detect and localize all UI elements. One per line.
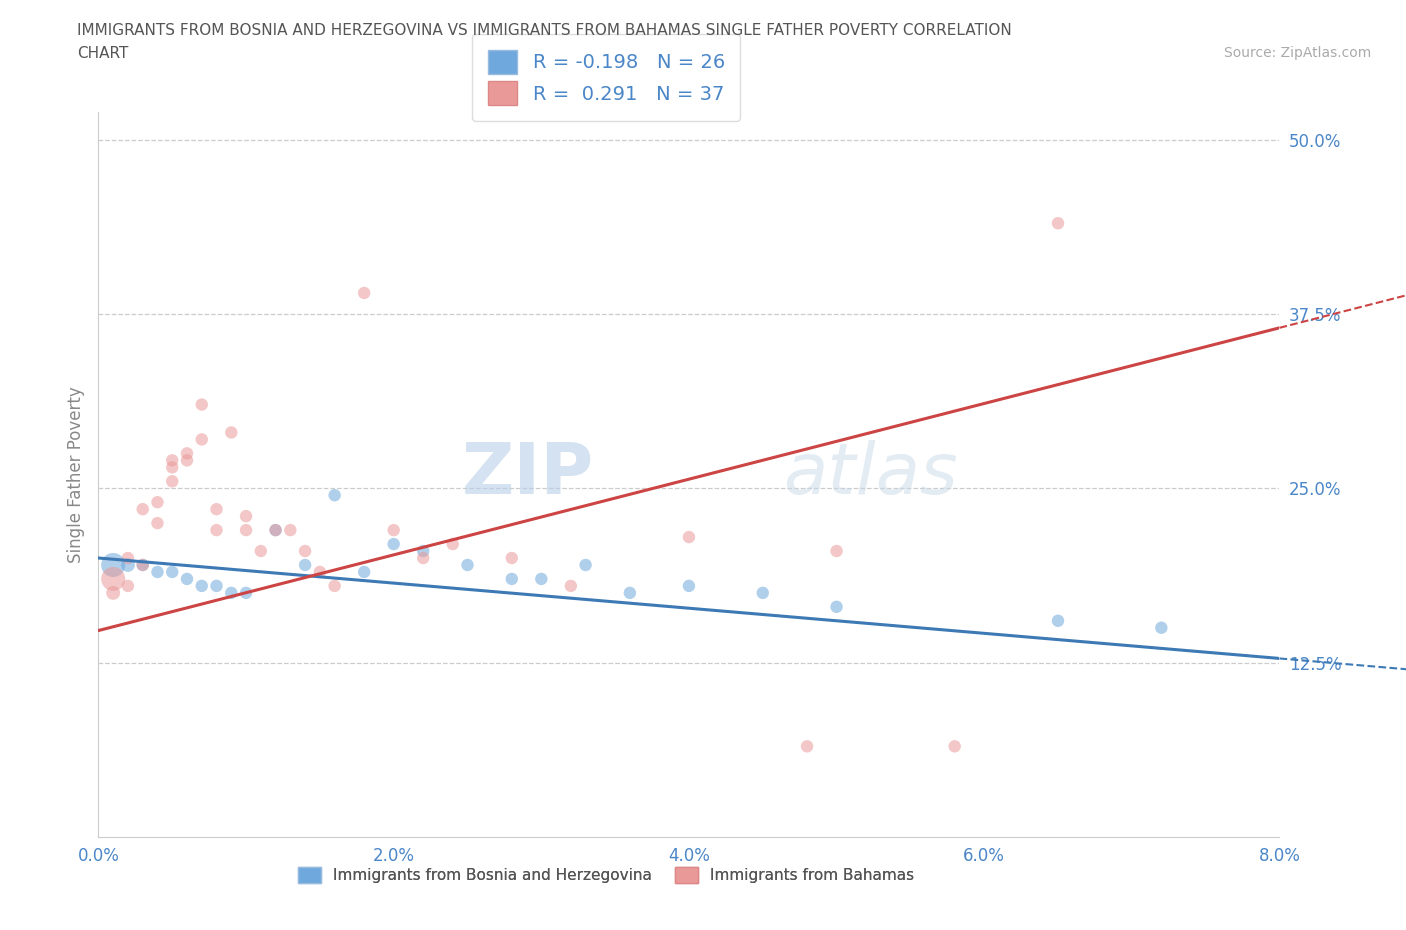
Text: Source: ZipAtlas.com: Source: ZipAtlas.com bbox=[1223, 46, 1371, 60]
Point bbox=[117, 551, 139, 565]
Point bbox=[323, 578, 346, 593]
Text: ZIP: ZIP bbox=[463, 440, 595, 509]
Point bbox=[796, 738, 818, 753]
Point bbox=[825, 544, 848, 559]
Text: atlas: atlas bbox=[783, 440, 957, 509]
Point bbox=[264, 523, 287, 538]
Point bbox=[441, 537, 464, 551]
Y-axis label: Single Father Poverty: Single Father Poverty bbox=[66, 386, 84, 563]
Point bbox=[132, 502, 155, 517]
Point bbox=[678, 530, 700, 545]
Point bbox=[457, 558, 479, 573]
Point bbox=[294, 544, 316, 559]
Point bbox=[176, 453, 198, 468]
Point bbox=[1046, 614, 1070, 629]
Point bbox=[221, 425, 243, 440]
Point bbox=[412, 551, 434, 565]
Point bbox=[294, 558, 316, 573]
Point bbox=[205, 502, 228, 517]
Point bbox=[132, 558, 155, 573]
Point bbox=[412, 544, 434, 559]
Point bbox=[132, 558, 155, 573]
Point bbox=[280, 523, 302, 538]
Point bbox=[678, 578, 700, 593]
Point bbox=[205, 523, 228, 538]
Point bbox=[191, 432, 214, 447]
Point bbox=[103, 586, 125, 601]
Point bbox=[309, 565, 332, 579]
Point bbox=[235, 523, 257, 538]
Point bbox=[146, 565, 169, 579]
Point bbox=[162, 474, 183, 489]
Point bbox=[825, 600, 848, 615]
Point bbox=[146, 495, 169, 510]
Text: IMMIGRANTS FROM BOSNIA AND HERZEGOVINA VS IMMIGRANTS FROM BAHAMAS SINGLE FATHER : IMMIGRANTS FROM BOSNIA AND HERZEGOVINA V… bbox=[77, 23, 1012, 38]
Point bbox=[264, 523, 287, 538]
Point bbox=[117, 578, 139, 593]
Point bbox=[103, 558, 125, 573]
Point bbox=[250, 544, 273, 559]
Point bbox=[501, 571, 523, 587]
Point bbox=[162, 453, 183, 468]
Point bbox=[162, 565, 183, 579]
Point bbox=[575, 558, 598, 573]
Legend: Immigrants from Bosnia and Herzegovina, Immigrants from Bahamas: Immigrants from Bosnia and Herzegovina, … bbox=[291, 859, 922, 891]
Point bbox=[146, 516, 169, 531]
Point bbox=[752, 586, 775, 601]
Point bbox=[323, 488, 346, 503]
Point bbox=[117, 558, 139, 573]
Point bbox=[191, 397, 214, 412]
Point bbox=[1046, 216, 1070, 231]
Point bbox=[501, 551, 523, 565]
Text: CHART: CHART bbox=[77, 46, 129, 61]
Point bbox=[205, 578, 228, 593]
Point bbox=[1150, 620, 1173, 635]
Point bbox=[382, 523, 405, 538]
Point bbox=[943, 738, 966, 753]
Point bbox=[235, 586, 257, 601]
Point bbox=[560, 578, 582, 593]
Point bbox=[176, 446, 198, 461]
Point bbox=[103, 571, 125, 587]
Point bbox=[353, 565, 375, 579]
Point bbox=[162, 460, 183, 475]
Point bbox=[353, 286, 375, 300]
Point bbox=[235, 509, 257, 524]
Point bbox=[176, 571, 198, 587]
Point bbox=[221, 586, 243, 601]
Point bbox=[619, 586, 641, 601]
Point bbox=[530, 571, 553, 587]
Point bbox=[382, 537, 405, 551]
Point bbox=[191, 578, 214, 593]
